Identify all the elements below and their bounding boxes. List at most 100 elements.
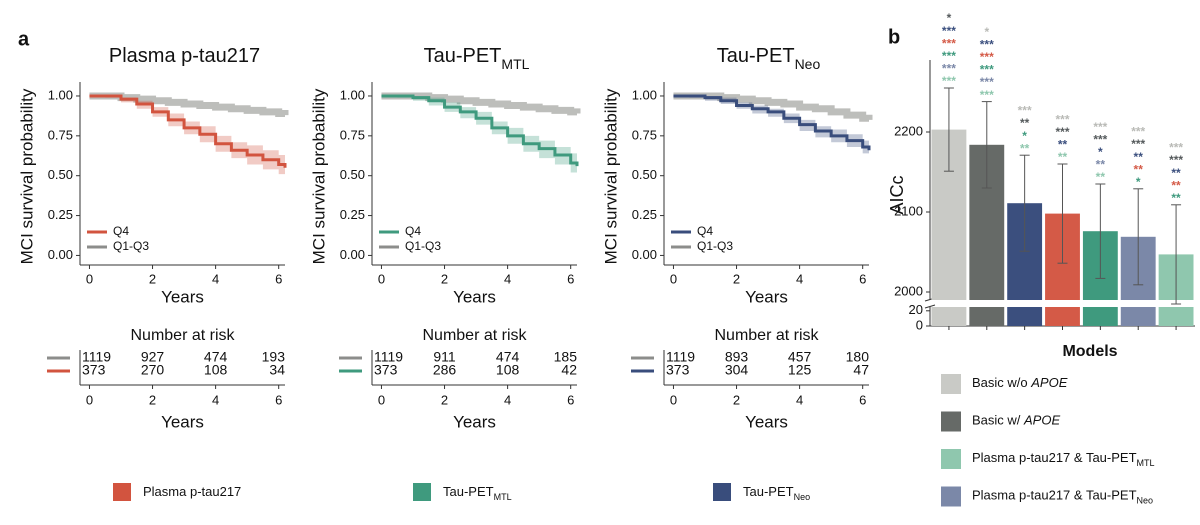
risk-count: 47 — [853, 362, 869, 378]
risk-count: 34 — [269, 362, 285, 378]
bar — [1045, 307, 1080, 326]
y-tick-label: 2100 — [894, 203, 923, 218]
x-tick-label: 0 — [670, 271, 677, 286]
legend-swatch — [941, 374, 961, 394]
significance-stars: *** — [1055, 125, 1069, 139]
risk-count: 180 — [846, 349, 870, 365]
x-axis-label: Years — [161, 412, 204, 431]
x-tick-label: 4 — [504, 271, 511, 286]
x-tick-label: 0 — [86, 392, 93, 407]
x-tick-label: 0 — [378, 392, 385, 407]
y-tick-label: 2000 — [894, 283, 923, 298]
bar — [931, 307, 967, 326]
significance-stars: *** — [980, 50, 994, 64]
confidence-band — [673, 95, 869, 157]
y-axis-label: MCI survival probability — [309, 88, 328, 264]
risk-table-title: Number at risk — [422, 327, 527, 344]
significance-stars: * — [947, 11, 952, 25]
significance-stars: *** — [942, 74, 956, 88]
x-axis-label: Years — [161, 287, 204, 306]
y-tick-label: 0.50 — [340, 167, 365, 182]
risk-count: 185 — [554, 349, 578, 365]
legend-label-sub: MTL — [1137, 458, 1155, 468]
y-tick-label: 0.00 — [632, 247, 657, 262]
legend-label-main: Plasma p-tau217 & Tau-PET — [972, 450, 1137, 465]
legend-label-italic: APOE — [1030, 375, 1067, 390]
x-tick-label: 6 — [859, 392, 866, 407]
y-axis-label: AICc — [887, 175, 907, 214]
risk-count: 193 — [262, 349, 286, 365]
x-tick-label: 6 — [567, 392, 574, 407]
legend-label-main: Basic w/o — [972, 375, 1031, 390]
y-tick-label: 0.50 — [632, 167, 657, 182]
significance-stars: *** — [980, 88, 994, 102]
x-tick-label: 2 — [441, 271, 448, 286]
chart-title-main: Tau-PET — [717, 45, 795, 67]
legend-label-main: Tau-PET — [443, 484, 494, 499]
significance-stars: ** — [1020, 141, 1030, 155]
panel-label: b — [888, 26, 900, 48]
x-tick-label: 4 — [504, 392, 511, 407]
legend-label: Q1-Q3 — [697, 239, 733, 253]
significance-stars: *** — [1093, 132, 1107, 146]
risk-count: 474 — [496, 349, 520, 365]
significance-stars: ** — [1096, 170, 1106, 184]
bar — [1158, 307, 1194, 326]
chart-title-sub: Neo — [795, 56, 821, 72]
x-tick-label: 4 — [796, 392, 803, 407]
x-tick-label: 0 — [378, 271, 385, 286]
x-tick-label: 2 — [149, 271, 156, 286]
significance-stars: *** — [1131, 125, 1145, 139]
significance-stars: ** — [1134, 162, 1144, 176]
risk-count: 108 — [204, 362, 228, 378]
legend-label: Tau-PETNeo — [743, 484, 810, 502]
x-axis-label: Models — [1062, 343, 1117, 360]
y-tick-label: 0.25 — [632, 207, 657, 222]
significance-stars: *** — [1018, 104, 1032, 118]
significance-stars: * — [1098, 145, 1103, 159]
significance-stars: * — [1022, 129, 1027, 143]
y-tick-label: 0.75 — [48, 127, 73, 142]
significance-stars: *** — [980, 75, 994, 89]
legend-label-sub: MTL — [494, 492, 512, 502]
legend-label: Plasma p-tau217 — [143, 484, 241, 499]
y-tick-label: 0.25 — [340, 207, 365, 222]
significance-stars: *** — [1055, 112, 1069, 126]
significance-stars: ** — [1171, 191, 1181, 205]
y-tick-label: 0 — [916, 317, 923, 332]
survival-curve — [381, 94, 579, 167]
significance-stars: *** — [980, 37, 994, 51]
bar — [969, 307, 1005, 326]
chart-title-main: Plasma p-tau217 — [109, 45, 260, 67]
y-tick-label: 0.00 — [340, 247, 365, 262]
chart-title-sub: MTL — [501, 56, 529, 72]
x-axis-label: Years — [453, 412, 496, 431]
risk-count: 893 — [725, 349, 749, 365]
y-tick-label: 1.00 — [48, 87, 73, 102]
significance-stars: *** — [942, 36, 956, 50]
x-tick-label: 6 — [275, 271, 282, 286]
chart-title-main: Tau-PET — [424, 45, 502, 67]
legend-label-italic: APOE — [1023, 413, 1060, 428]
risk-table-title: Number at risk — [714, 327, 819, 344]
legend-label: Q4 — [697, 224, 713, 238]
legend-label-sub: Neo — [794, 492, 811, 502]
x-tick-label: 4 — [796, 271, 803, 286]
x-tick-label: 0 — [670, 392, 677, 407]
y-tick-label: 1.00 — [340, 87, 365, 102]
risk-count: 373 — [82, 362, 106, 378]
x-tick-label: 4 — [212, 392, 219, 407]
legend-label-main: Plasma p-tau217 — [143, 484, 241, 499]
y-tick-label: 0.75 — [340, 127, 365, 142]
x-tick-label: 4 — [212, 271, 219, 286]
x-tick-label: 2 — [441, 392, 448, 407]
risk-count: 1119 — [374, 349, 403, 365]
significance-stars: *** — [1093, 120, 1107, 134]
significance-stars: ** — [1096, 158, 1106, 172]
legend-label: Basic w/o APOE — [972, 375, 1068, 390]
significance-stars: *** — [980, 63, 994, 77]
significance-stars: ** — [1171, 166, 1181, 180]
bar — [1120, 307, 1156, 326]
significance-stars: ** — [1058, 150, 1068, 164]
